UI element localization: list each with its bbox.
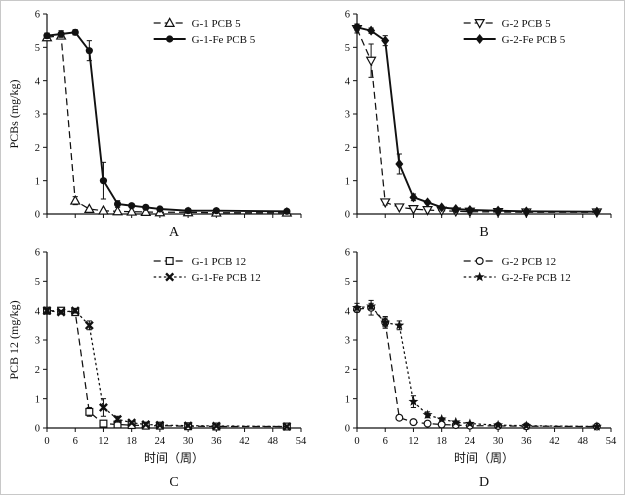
- svg-text:12: 12: [98, 436, 109, 447]
- subplot-c: 0 6 12 18 24 30 36 42 48 54 0 1 2 3 4 5 6 PCB 12 (mg/kg) 时…: [5, 242, 311, 490]
- svg-text:12: 12: [408, 436, 419, 447]
- svg-text:24: 24: [464, 436, 475, 447]
- chart-a-pcb5-g1: 0 1 2 3 4 5 6 PCBs (mg/kg) A G-1 PCB 5 G-1-Fe PCB …: [7, 10, 302, 240]
- svg-text:4: 4: [35, 306, 41, 317]
- svg-text:36: 36: [211, 436, 222, 447]
- svg-text:4: 4: [35, 76, 41, 87]
- svg-text:5: 5: [344, 277, 349, 288]
- svg-text:G-1-Fe PCB 5: G-1-Fe PCB 5: [192, 34, 256, 46]
- svg-text:G-2 PCB 12: G-2 PCB 12: [501, 256, 555, 268]
- svg-text:0: 0: [354, 436, 359, 447]
- svg-text:2: 2: [344, 143, 349, 154]
- svg-text:3: 3: [344, 336, 349, 347]
- svg-text:6: 6: [344, 248, 349, 259]
- svg-text:1: 1: [344, 394, 349, 405]
- svg-text:G-2 PCB 5: G-2 PCB 5: [501, 18, 550, 30]
- svg-text:30: 30: [183, 436, 194, 447]
- svg-text:2: 2: [344, 365, 349, 376]
- svg-text:G-1 PCB 12: G-1 PCB 12: [192, 256, 246, 268]
- svg-text:2: 2: [35, 143, 40, 154]
- subplot-b: 0 1 2 3 4 5 6 B G-2 PCB 5 G-2-Fe PCB 5: [315, 4, 621, 240]
- subplot-a: 0 1 2 3 4 5 6 PCBs (mg/kg) A G-1 PCB 5 G-1-Fe PCB …: [5, 4, 311, 240]
- svg-text:1: 1: [35, 394, 40, 405]
- svg-text:D: D: [478, 475, 488, 490]
- svg-text:3: 3: [35, 110, 40, 121]
- svg-text:30: 30: [492, 436, 503, 447]
- svg-text:4: 4: [344, 306, 350, 317]
- svg-text:0: 0: [35, 424, 40, 435]
- svg-text:0: 0: [35, 210, 40, 221]
- svg-text:18: 18: [436, 436, 447, 447]
- svg-text:0: 0: [44, 436, 49, 447]
- svg-text:54: 54: [296, 436, 307, 447]
- svg-text:C: C: [169, 475, 178, 490]
- svg-text:时间（周）: 时间（周）: [453, 451, 513, 465]
- svg-text:42: 42: [239, 436, 250, 447]
- svg-text:42: 42: [549, 436, 560, 447]
- svg-text:6: 6: [382, 436, 387, 447]
- svg-text:6: 6: [35, 248, 40, 259]
- svg-text:24: 24: [155, 436, 166, 447]
- svg-text:48: 48: [268, 436, 279, 447]
- subplot-d: 0 6 12 18 24 30 36 42 48 54 0 1 2 3 4 5 6 时间（周） D G-2 PCB 1…: [315, 242, 621, 490]
- svg-text:6: 6: [35, 10, 40, 21]
- svg-text:时间（周）: 时间（周）: [144, 451, 204, 465]
- svg-text:0: 0: [344, 210, 349, 221]
- svg-text:5: 5: [35, 277, 40, 288]
- chart-b-pcb5-g2: 0 1 2 3 4 5 6 B G-2 PCB 5 G-2-Fe PCB 5: [344, 10, 611, 240]
- svg-text:0: 0: [344, 424, 349, 435]
- svg-text:B: B: [479, 225, 488, 240]
- svg-text:18: 18: [126, 436, 137, 447]
- svg-text:2: 2: [35, 365, 40, 376]
- svg-text:36: 36: [521, 436, 532, 447]
- svg-text:3: 3: [35, 336, 40, 347]
- svg-text:48: 48: [577, 436, 588, 447]
- svg-text:G-2-Fe PCB 12: G-2-Fe PCB 12: [501, 272, 570, 284]
- svg-text:6: 6: [344, 10, 349, 21]
- svg-text:PCB 12 (mg/kg): PCB 12 (mg/kg): [7, 300, 21, 379]
- svg-text:PCBs (mg/kg): PCBs (mg/kg): [7, 79, 21, 148]
- svg-text:G-2-Fe PCB 5: G-2-Fe PCB 5: [501, 34, 565, 46]
- svg-text:4: 4: [344, 76, 350, 87]
- svg-text:1: 1: [35, 176, 40, 187]
- svg-text:5: 5: [35, 43, 40, 54]
- svg-text:A: A: [169, 225, 180, 240]
- svg-text:5: 5: [344, 43, 349, 54]
- svg-text:3: 3: [344, 110, 349, 121]
- svg-text:G-1 PCB 5: G-1 PCB 5: [192, 18, 241, 30]
- svg-text:6: 6: [73, 436, 78, 447]
- svg-text:1: 1: [344, 176, 349, 187]
- svg-text:G-1-Fe PCB 12: G-1-Fe PCB 12: [192, 272, 261, 284]
- svg-text:54: 54: [605, 436, 616, 447]
